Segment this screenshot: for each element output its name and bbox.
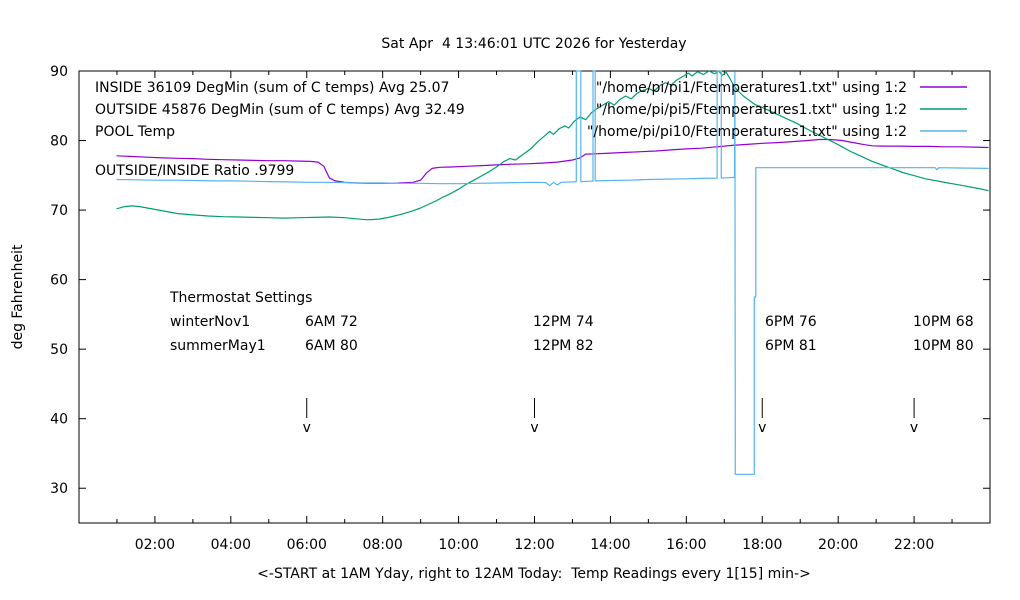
axis-ticks: 02:00 04:00 06:00 08:00 10:00 12:00 14:00 16:00… [50,64,990,553]
x-tick-label: 14:00 [590,537,630,553]
legend-entry-outside-label: "/home/pi/pi5/Ftemperatures1.txt" using … [596,102,907,118]
ratio-label: OUTSIDE/INSIDE Ratio .9799 [95,163,294,179]
pool-label: POOL Temp [95,124,175,140]
thermostat-winter-12pm: 12PM 74 [533,314,594,330]
arrow-head-glyph: v [910,420,918,436]
y-tick-label: 50 [50,342,68,358]
arrow-head-glyph: v [530,420,538,436]
inside-temp-line [116,138,989,184]
legend-entry-inside-label: "/home/pi/pi1/Ftemperatures1.txt" using … [596,80,907,96]
x-tick-label: 16:00 [666,537,706,553]
pool-temp-line [116,70,989,475]
thermostat-winter-10pm: 10PM 68 [913,314,974,330]
x-tick-label: 04:00 [211,537,251,553]
y-tick-label: 70 [50,203,68,219]
x-tick-label: 02:00 [135,537,175,553]
thermostat-row-winter-name: winterNov1 [170,314,250,330]
x-tick-label: 12:00 [514,537,554,553]
legend-entry-pool-label: "/home/pi/pi10/Ftemperatures1.txt" using… [587,124,907,140]
y-tick-label: 60 [50,273,68,289]
outside-stats-label: OUTSIDE 45876 DegMin (sum of C temps) Av… [95,102,465,118]
thermostat-summer-6pm: 6PM 81 [765,338,817,354]
y-tick-label: 90 [50,64,68,80]
thermostat-heading: Thermostat Settings [169,290,312,306]
x-tick-label: 06:00 [287,537,327,553]
y-tick-label: 80 [50,134,68,150]
thermostat-summer-12pm: 12PM 82 [533,338,594,354]
x-tick-label: 22:00 [894,537,934,553]
thermostat-winter-6am: 6AM 72 [305,314,358,330]
inside-stats-label: INSIDE 36109 DegMin (sum of C temps) Avg… [95,80,449,96]
y-tick-label: 30 [50,481,68,497]
thermostat-winter-6pm: 6PM 76 [765,314,817,330]
thermostat-row-summer-name: summerMay1 [170,338,266,354]
x-tick-label: 08:00 [362,537,402,553]
data-series [116,70,989,475]
thermostat-summer-6am: 6AM 80 [305,338,358,354]
x-tick-label: 10:00 [438,537,478,553]
arrow-head-glyph: v [303,420,311,436]
y-tick-label: 40 [50,412,68,428]
x-axis-label: <-START at 1AM Yday, right to 12AM Today… [257,566,811,582]
chart-title: Sat Apr 4 13:46:01 UTC 2026 for Yesterda… [381,36,686,52]
arrow-head-glyph: v [758,420,766,436]
x-tick-label: 20:00 [818,537,858,553]
legend: "/home/pi/pi1/Ftemperatures1.txt" using … [587,80,967,140]
thermostat-settings: Thermostat Settings winterNov1 6AM 72 12… [169,290,974,354]
thermostat-summer-10pm: 10PM 80 [913,338,974,354]
outside-temp-line [116,70,989,221]
x-tick-label: 18:00 [742,537,782,553]
y-axis-label: deg Fahrenheit [10,244,26,349]
